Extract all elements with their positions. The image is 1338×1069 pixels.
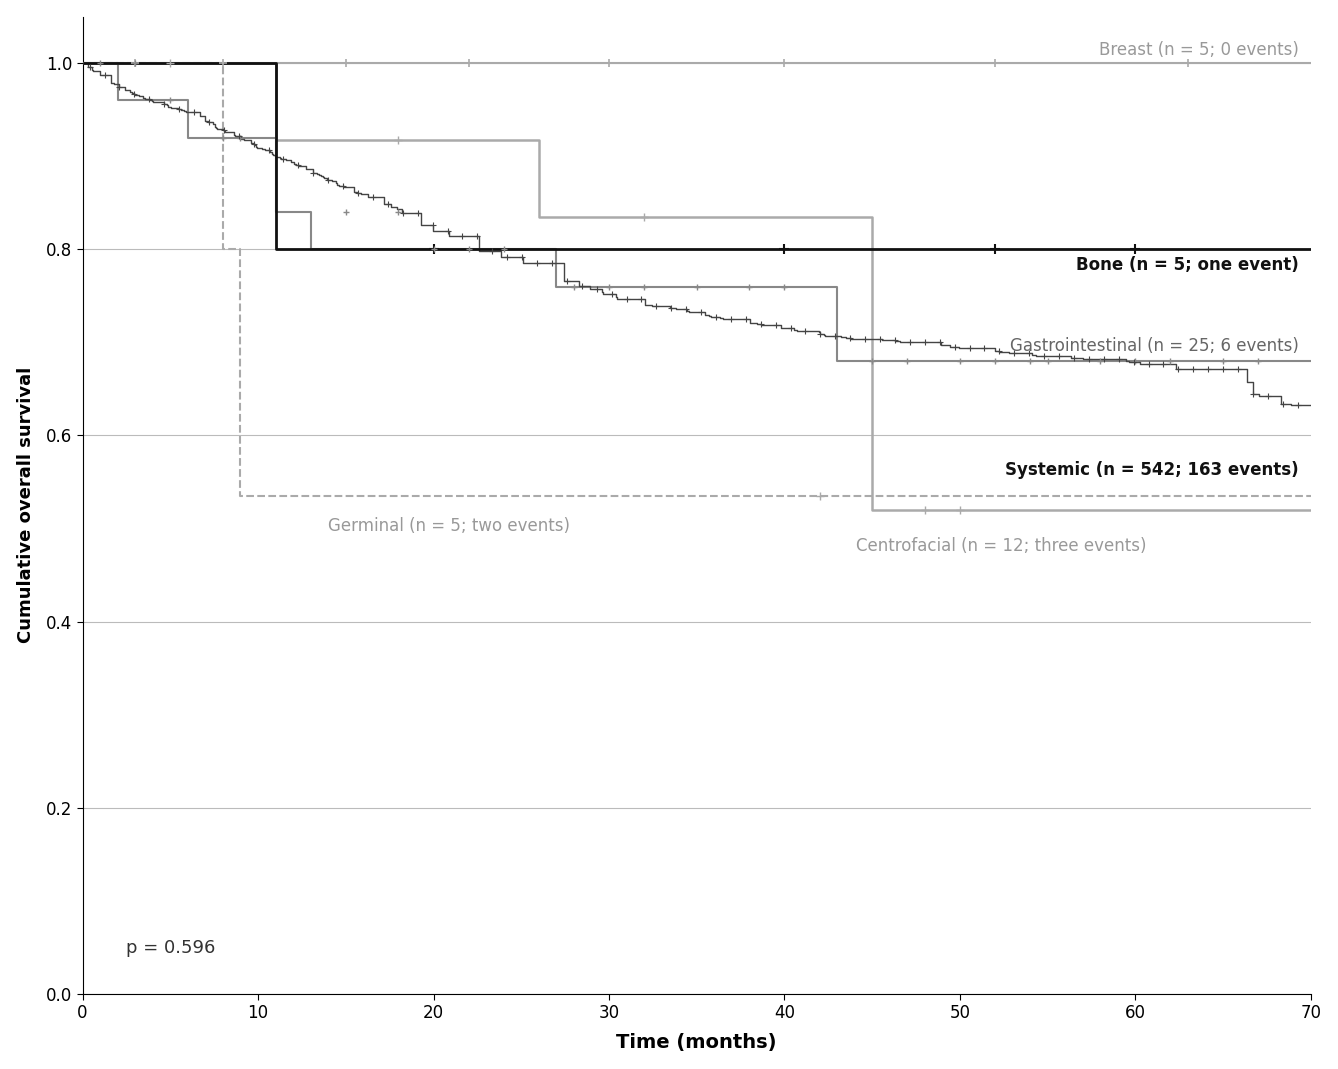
Text: Bone (n = 5; one event): Bone (n = 5; one event) — [1076, 257, 1299, 274]
Text: Systemic (n = 542; 163 events): Systemic (n = 542; 163 events) — [1005, 461, 1299, 479]
Text: Breast (n = 5; 0 events): Breast (n = 5; 0 events) — [1098, 41, 1299, 59]
Text: p = 0.596: p = 0.596 — [126, 939, 215, 957]
Text: Gastrointestinal (n = 25; 6 events): Gastrointestinal (n = 25; 6 events) — [1010, 337, 1299, 355]
Y-axis label: Cumulative overall survival: Cumulative overall survival — [16, 367, 35, 644]
Text: Germinal (n = 5; two events): Germinal (n = 5; two events) — [328, 517, 570, 534]
Text: Centrofacial (n = 12; three events): Centrofacial (n = 12; three events) — [856, 537, 1147, 555]
X-axis label: Time (months): Time (months) — [617, 1034, 777, 1052]
